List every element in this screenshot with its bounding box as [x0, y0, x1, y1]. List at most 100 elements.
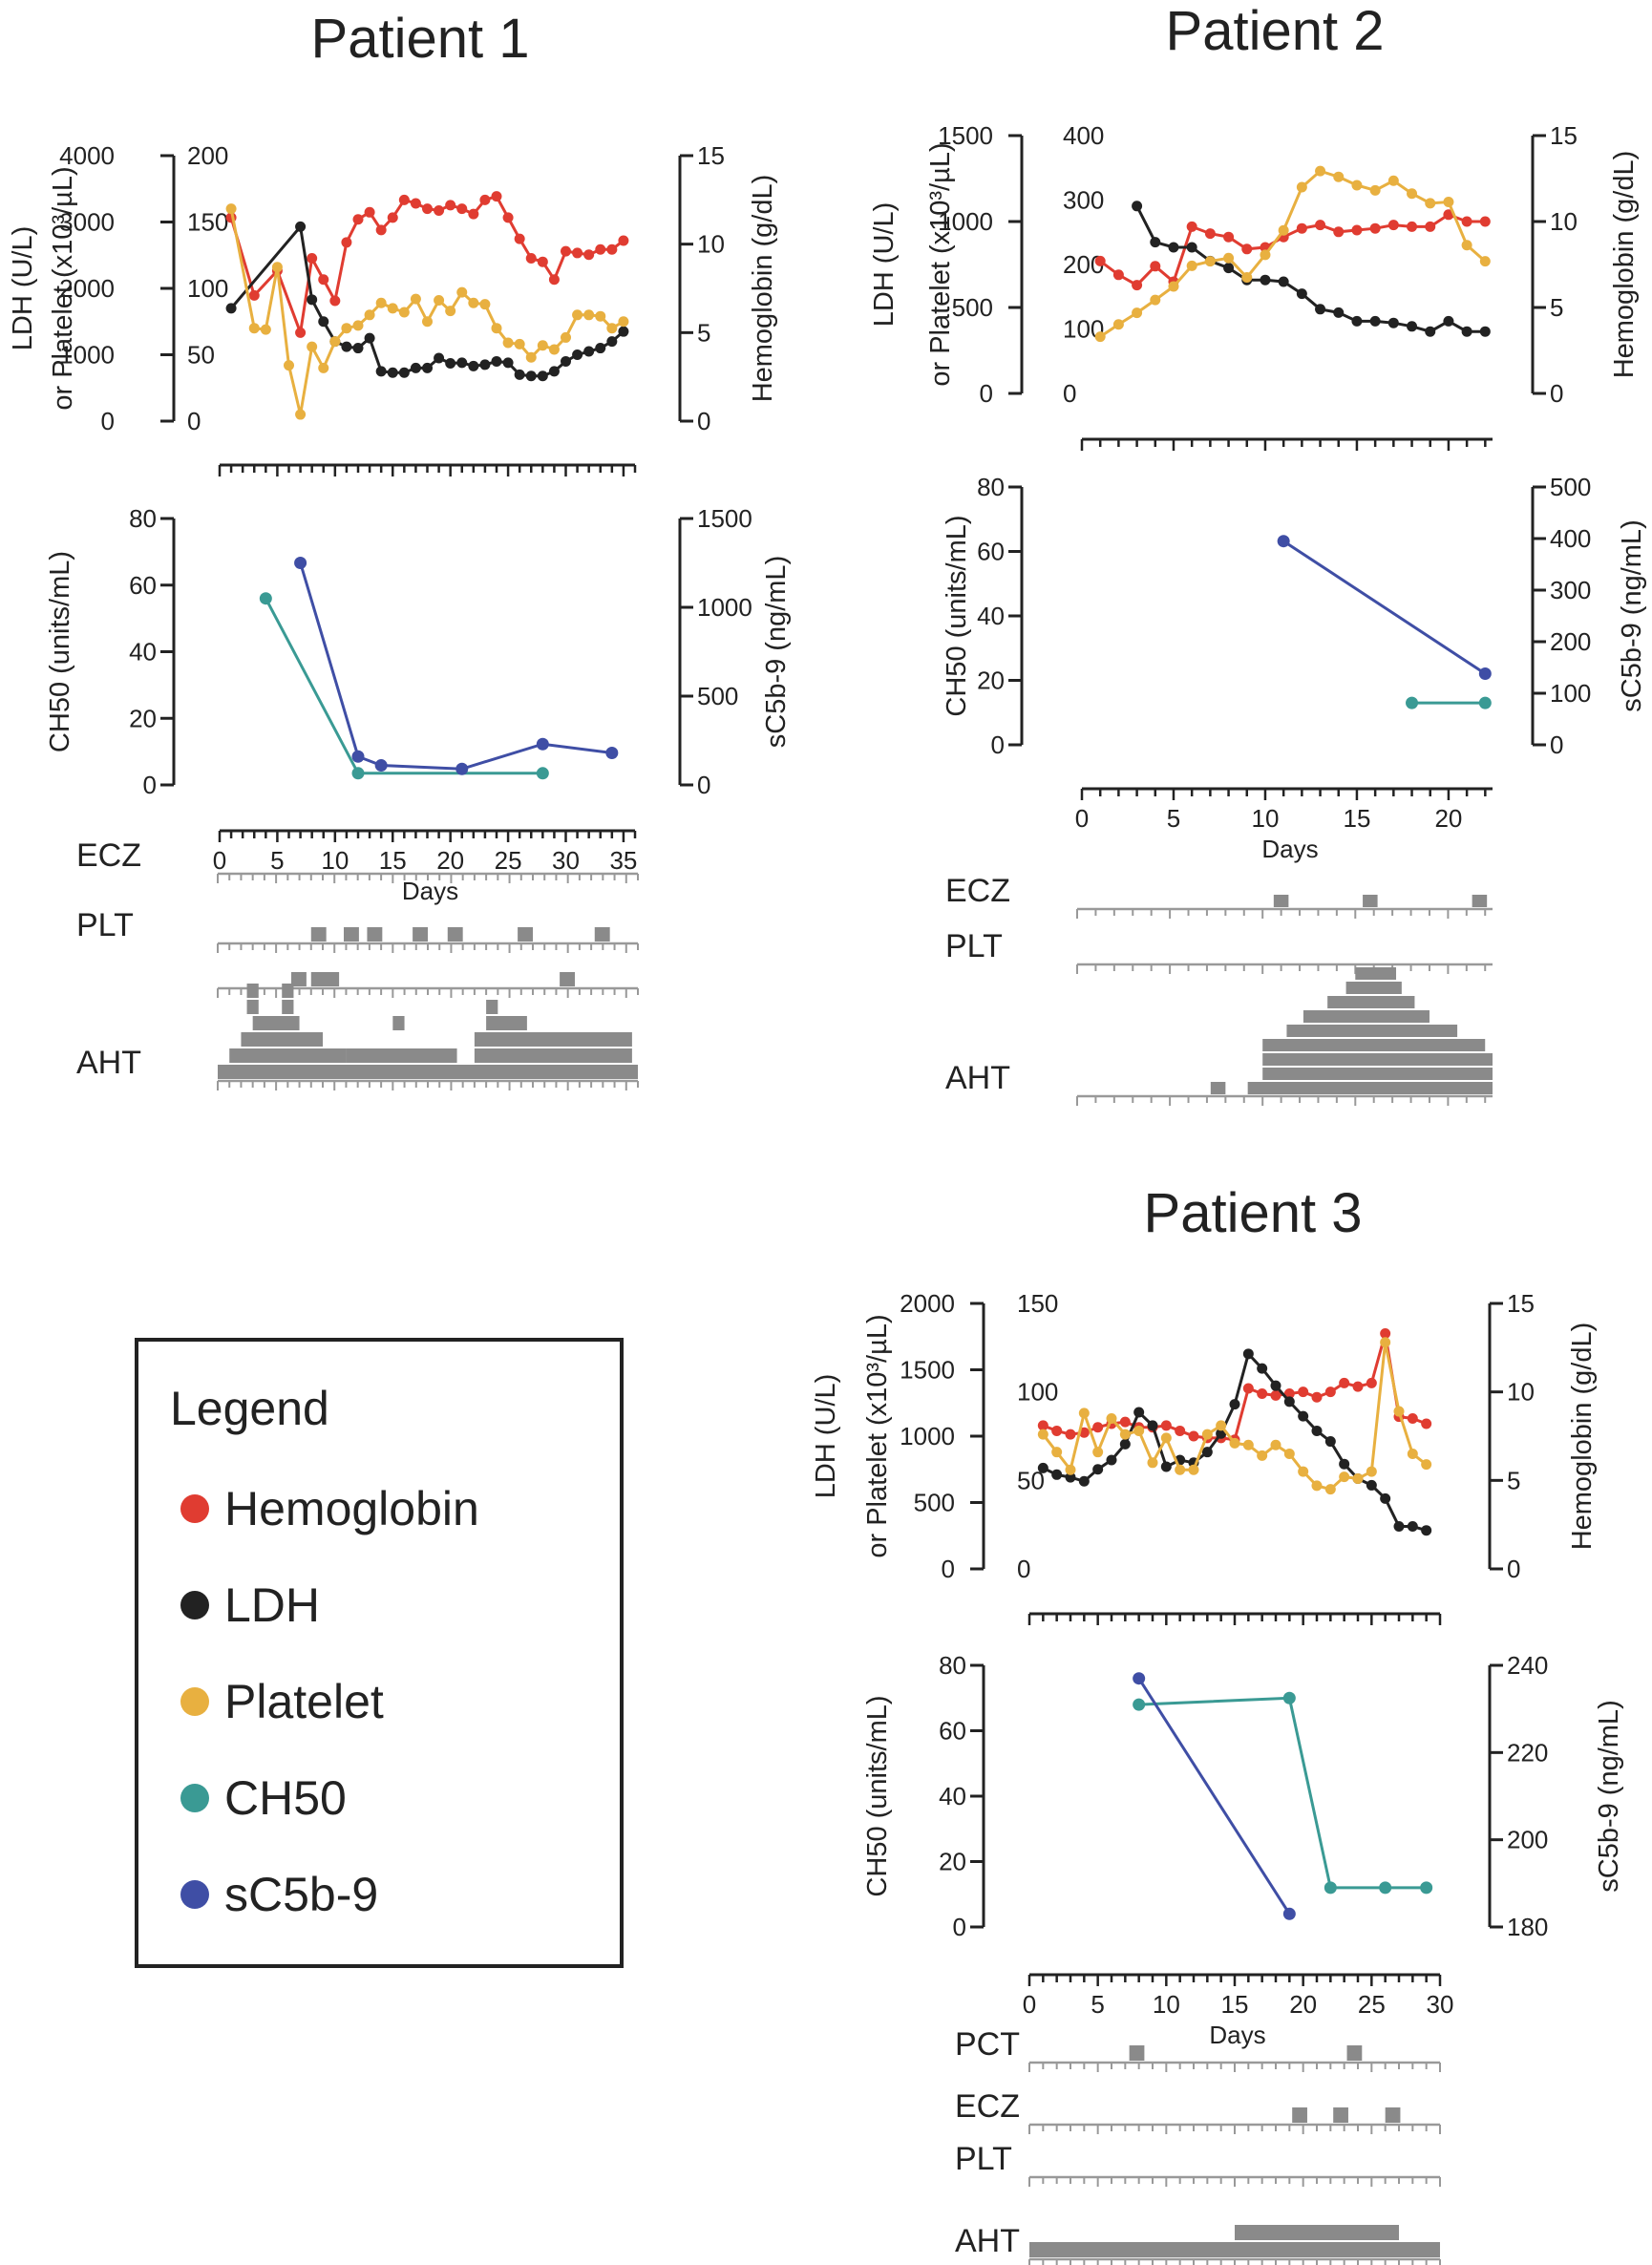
- ldh-point: [1283, 1396, 1295, 1408]
- hemoglobin-point: [514, 233, 525, 244]
- ldh-point: [1051, 1469, 1063, 1480]
- sc5b9-tick-label: 300: [1550, 576, 1591, 604]
- platelet-point: [1366, 1466, 1377, 1477]
- platelet-point: [1278, 224, 1289, 236]
- platelet-point: [341, 323, 352, 334]
- ch50-point: [1324, 1881, 1337, 1895]
- ldh-point: [1443, 315, 1454, 327]
- sc5b9-tick-label: 100: [1550, 679, 1591, 708]
- ldh-point: [583, 346, 595, 357]
- ldh-tick-label: 1500: [900, 1356, 955, 1385]
- ldh-point: [1092, 1464, 1104, 1475]
- treatment-bar: [560, 972, 575, 986]
- panel-title: Patient 1: [311, 8, 530, 70]
- platelet-tick-label: 150: [187, 208, 228, 237]
- treatment-bar: [1210, 1082, 1226, 1094]
- x-axis-label: Days: [1209, 2021, 1265, 2049]
- platelet-point: [1175, 1464, 1186, 1475]
- ldh-point: [561, 355, 571, 367]
- ch50-tick-label: 40: [129, 638, 157, 667]
- platelet-point: [1311, 1480, 1323, 1492]
- ch50-tick-label: 60: [939, 1717, 966, 1746]
- hemoglobin-axis-label: Hemoglobin (g/dL): [748, 175, 778, 403]
- x-tick-label: 5: [270, 846, 284, 875]
- timeline-label: AHT: [955, 2223, 1020, 2259]
- platelet-point: [1461, 240, 1472, 251]
- ldh-point: [1160, 1461, 1172, 1472]
- legend-item-label: CH50: [224, 1771, 347, 1825]
- platelet-point: [225, 203, 237, 215]
- platelet-point: [479, 299, 491, 310]
- ldh-point: [434, 352, 445, 364]
- ldh-tick-label: 2000: [900, 1289, 955, 1318]
- platelet-point: [595, 310, 606, 322]
- patient-2-panel: Patient 20500100015000100200300400051015…: [869, 0, 1647, 1106]
- hemoglobin-point: [1241, 243, 1253, 255]
- platelet-point: [434, 295, 445, 307]
- treatment-bar: [486, 1000, 498, 1014]
- ldh-tick-label: 1000: [938, 207, 993, 236]
- ldh-point: [295, 221, 307, 232]
- ldh-point: [1425, 326, 1436, 337]
- ldh-point: [548, 366, 560, 377]
- platelet-point: [1257, 1450, 1268, 1461]
- hb-tick-label: 0: [697, 407, 710, 435]
- platelet-point: [606, 323, 618, 334]
- platelet-point: [525, 351, 537, 363]
- legend-title: Legend: [170, 1382, 329, 1435]
- treatment-bar: [344, 927, 359, 942]
- ldh-point: [1078, 1475, 1090, 1487]
- hemoglobin-point: [1298, 1387, 1309, 1398]
- hemoglobin-point: [1407, 1412, 1418, 1424]
- treatment-bar: [518, 927, 533, 942]
- hemoglobin-point: [1387, 220, 1399, 231]
- x-tick-label: 35: [609, 846, 637, 875]
- ldh-point: [618, 326, 629, 337]
- hemoglobin-point: [1479, 216, 1491, 227]
- platelet-line: [1099, 169, 1487, 338]
- treatment-bar: [1345, 982, 1402, 994]
- hemoglobin-point: [491, 191, 502, 202]
- sc5b9-tick-label: 0: [697, 771, 710, 799]
- platelet-point: [583, 309, 595, 321]
- ldh-point: [1229, 1399, 1240, 1410]
- ldh-point: [398, 367, 410, 378]
- ldh-point: [341, 341, 352, 352]
- x-tick-label: 20: [1289, 1990, 1317, 2019]
- ch50-axis-label: CH50 (units/mL): [942, 515, 972, 716]
- platelet-point: [548, 344, 560, 355]
- treatment-bar: [1472, 895, 1488, 907]
- platelet-tick-label: 50: [187, 341, 215, 370]
- platelet-point: [329, 336, 341, 348]
- platelet-point: [1201, 1429, 1213, 1440]
- ldh-point: [468, 360, 479, 371]
- hb-tick-label: 10: [1550, 207, 1578, 236]
- ch50-tick-label: 60: [129, 571, 157, 600]
- platelet-point: [1270, 1439, 1281, 1450]
- treatment-bar: [1286, 1025, 1458, 1037]
- sc5b-9-point: [455, 762, 469, 775]
- ldh-point: [606, 336, 618, 348]
- legend-box: Legend Hemoglobin LDH Platelet CH50 sC5b-9: [135, 1338, 624, 1968]
- platelet-point: [364, 309, 375, 321]
- platelet-point: [491, 323, 502, 334]
- platelet-tick-label: 100: [187, 274, 228, 303]
- ch50-point: [1420, 1881, 1433, 1895]
- x-tick-label: 15: [1221, 1990, 1249, 2019]
- hemoglobin-point: [1339, 1377, 1350, 1388]
- hemoglobin-point: [1311, 1391, 1323, 1403]
- ldh-tick-label: 3000: [59, 208, 115, 237]
- x-tick-label: 10: [1252, 804, 1280, 833]
- platelet-point: [422, 316, 433, 328]
- hemoglobin-point: [583, 249, 595, 261]
- platelet-point: [1296, 181, 1307, 193]
- treatment-bar: [1363, 895, 1378, 907]
- sc5b-9-point: [351, 750, 365, 763]
- treatment-bar: [474, 1032, 632, 1047]
- hemoglobin-point: [1160, 1420, 1172, 1431]
- ldh-point: [1407, 1521, 1418, 1533]
- hemoglobin-point: [1119, 1416, 1131, 1428]
- platelet-point: [295, 409, 307, 420]
- ldh-point: [479, 359, 491, 370]
- ldh-point: [1119, 1438, 1131, 1450]
